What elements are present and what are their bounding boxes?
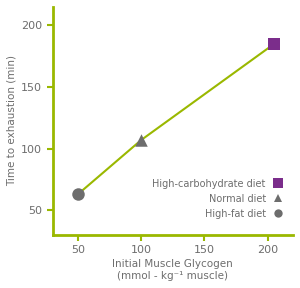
Legend: High-carbohydrate diet, Normal diet, High-fat diet: High-carbohydrate diet, Normal diet, Hig… <box>152 179 288 219</box>
Point <box>139 138 144 142</box>
Point <box>272 41 277 46</box>
X-axis label: Initial Muscle Glycogen
(mmol - kg⁻¹ muscle): Initial Muscle Glycogen (mmol - kg⁻¹ mus… <box>112 259 233 281</box>
Point <box>76 192 80 196</box>
Y-axis label: Time to exhaustion (min): Time to exhaustion (min) <box>7 55 17 186</box>
